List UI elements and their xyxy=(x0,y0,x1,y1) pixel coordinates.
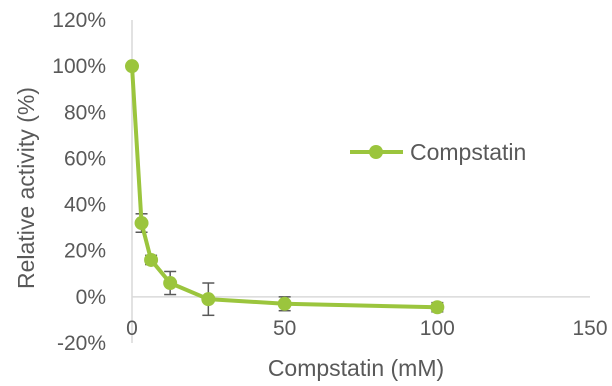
x-axis-title: Compstatin (mM) xyxy=(268,355,444,381)
series-line xyxy=(130,66,438,310)
data-point xyxy=(125,59,139,74)
data-point xyxy=(134,216,149,231)
y-tick-label: 120% xyxy=(52,9,106,32)
data-point xyxy=(163,276,178,291)
legend-label: Compstatin xyxy=(410,139,526,165)
y-tick-label: 60% xyxy=(64,147,106,170)
data-point xyxy=(430,300,445,315)
y-tick-label: 20% xyxy=(64,240,106,263)
data-point xyxy=(201,292,216,307)
data-series xyxy=(125,59,445,315)
legend-marker xyxy=(369,145,383,159)
y-tick-label: -20% xyxy=(57,332,106,355)
x-tick-label: 100 xyxy=(420,317,455,340)
legend: Compstatin xyxy=(350,139,526,165)
y-tick-label: 0% xyxy=(76,286,106,309)
y-tick-label: 80% xyxy=(64,101,106,124)
data-point xyxy=(277,296,292,311)
tick-labels: -20% 0% 20% 40% 60% 80% 100% 120% 0 50 100 150 xyxy=(52,9,607,355)
y-tick-label: 100% xyxy=(52,55,106,78)
y-tick-label: 40% xyxy=(64,194,106,217)
data-point xyxy=(144,252,159,267)
x-tick-label: 50 xyxy=(273,317,296,340)
x-tick-label: 0 xyxy=(126,317,138,340)
x-tick-label: 150 xyxy=(572,317,607,340)
y-axis-title: Relative activity (%) xyxy=(13,87,39,289)
